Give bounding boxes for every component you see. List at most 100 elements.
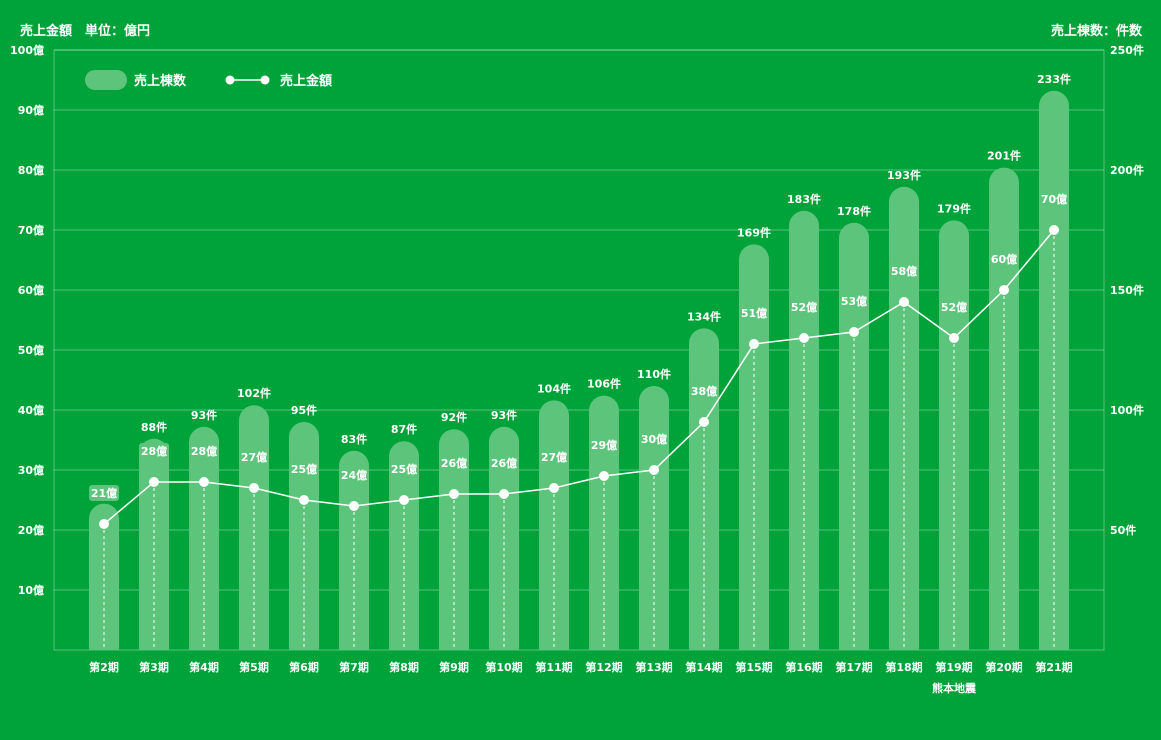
point-label-bg <box>939 299 969 315</box>
x-tick-label: 第14期 <box>685 660 722 674</box>
line-series: 21億 28億 28億 27億 25億 24億 25億 26億 26億 27億 29億 30億 38億 5… <box>89 191 1069 650</box>
point-value-label: 52億 <box>791 300 817 314</box>
bar-value-label: 95件 <box>291 403 317 417</box>
bar-value-label: 106件 <box>587 377 621 391</box>
x-tick-label: 第8期 <box>389 660 419 674</box>
point-value-label: 30億 <box>641 432 667 446</box>
right-tick-label: 50件 <box>1110 523 1136 537</box>
bar <box>239 405 269 650</box>
point-label-bg <box>389 461 419 477</box>
point-marker <box>749 339 759 349</box>
x-tick-label: 第11期 <box>535 660 572 674</box>
x-tick-label: 第2期 <box>89 660 119 674</box>
left-tick-label: 100億 <box>10 43 44 57</box>
bar <box>989 167 1019 650</box>
point-value-label: 29億 <box>591 438 617 452</box>
bar <box>389 441 419 650</box>
bar-value-label: 83件 <box>341 432 367 446</box>
x-tick-label: 第3期 <box>139 660 169 674</box>
point-value-label: 51億 <box>741 306 767 320</box>
point-label-bg <box>289 461 319 477</box>
point-marker <box>699 417 709 427</box>
point-label-bg <box>739 305 769 321</box>
point-marker <box>799 333 809 343</box>
left-tick-label: 30億 <box>18 463 44 477</box>
point-value-label: 25億 <box>391 462 417 476</box>
point-value-label: 26億 <box>491 456 517 470</box>
x-tick-label: 第10期 <box>485 660 522 674</box>
point-value-label: 28億 <box>191 444 217 458</box>
point-marker <box>349 501 359 511</box>
left-tick-label: 60億 <box>18 283 44 297</box>
point-value-label: 27億 <box>541 450 567 464</box>
right-axis-unit-label: 売上棟数：件数 <box>1051 23 1143 39</box>
bar-value-label: 102件 <box>237 386 271 400</box>
x-tick-label: 第17期 <box>835 660 872 674</box>
point-marker <box>1049 225 1059 235</box>
left-tick-label: 70億 <box>18 223 44 237</box>
point-value-label: 52億 <box>941 300 967 314</box>
point-label-bg <box>989 251 1019 267</box>
x-tick-label: 第19期 <box>935 660 972 674</box>
x-tick-label: 第12期 <box>585 660 622 674</box>
x-tick-label: 第21期 <box>1035 660 1072 674</box>
point-label-bg <box>839 293 869 309</box>
point-marker <box>299 495 309 505</box>
legend-line-marker-end <box>260 75 270 85</box>
legend: 売上棟数 売上金額 <box>85 70 332 90</box>
left-axis-ticks: 10億 20億 30億 40億 50億 60億 70億 80億 90億 100億 <box>10 43 44 597</box>
bar-value-label: 178件 <box>837 204 871 218</box>
point-value-label: 28億 <box>141 444 167 458</box>
bar-value-label: 201件 <box>987 149 1021 163</box>
bar-value-label: 93件 <box>191 408 217 422</box>
right-axis-ticks: 50件 100件 150件 200件 250件 <box>1110 43 1144 537</box>
bar-value-label: 110件 <box>637 367 671 381</box>
x-tick-label: 第13期 <box>635 660 672 674</box>
bar-value-label: 134件 <box>687 309 721 323</box>
point-marker <box>549 483 559 493</box>
point-label-bg <box>789 299 819 315</box>
legend-line-marker-start <box>225 75 235 85</box>
point-marker <box>949 333 959 343</box>
point-label-bg <box>639 431 669 447</box>
bar-value-label: 169件 <box>737 225 771 239</box>
right-tick-label: 250件 <box>1110 43 1144 57</box>
bar-value-label: 93件 <box>491 408 517 422</box>
x-tick-label: 第18期 <box>885 660 922 674</box>
point-value-label: 58億 <box>891 264 917 278</box>
bar <box>589 395 619 650</box>
point-value-label: 70億 <box>1041 192 1067 206</box>
point-label-bg <box>489 455 519 471</box>
point-marker <box>249 483 259 493</box>
point-marker <box>599 471 609 481</box>
left-tick-label: 20億 <box>18 523 44 537</box>
bar-value-label: 87件 <box>391 422 417 436</box>
sales-amount-line <box>103 229 1055 525</box>
x-tick-label: 第4期 <box>189 660 219 674</box>
point-marker <box>999 285 1009 295</box>
point-marker <box>149 477 159 487</box>
point-marker <box>199 477 209 487</box>
left-axis-unit-label: 売上金額 単位：億円 <box>20 23 150 39</box>
point-value-label: 24億 <box>341 468 367 482</box>
legend-line-label: 売上金額 <box>280 73 332 89</box>
bar-value-label: 104件 <box>537 381 571 395</box>
point-label-bg <box>1039 191 1069 207</box>
bar-value-label: 193件 <box>887 168 921 182</box>
right-tick-label: 100件 <box>1110 403 1144 417</box>
bar <box>439 429 469 650</box>
right-tick-label: 200件 <box>1110 163 1144 177</box>
point-label-bg <box>889 263 919 279</box>
bar-value-label: 233件 <box>1037 72 1071 86</box>
bar <box>89 503 120 650</box>
point-marker <box>899 297 909 307</box>
point-value-label: 60億 <box>991 252 1017 266</box>
point-marker <box>499 489 509 499</box>
plot-frame <box>53 49 1105 651</box>
point-marker <box>99 519 109 529</box>
x-tick-label: 第7期 <box>339 660 369 674</box>
bar-value-label: 92件 <box>441 410 467 424</box>
point-label-bg <box>689 383 719 399</box>
point-value-label: 26億 <box>441 456 467 470</box>
